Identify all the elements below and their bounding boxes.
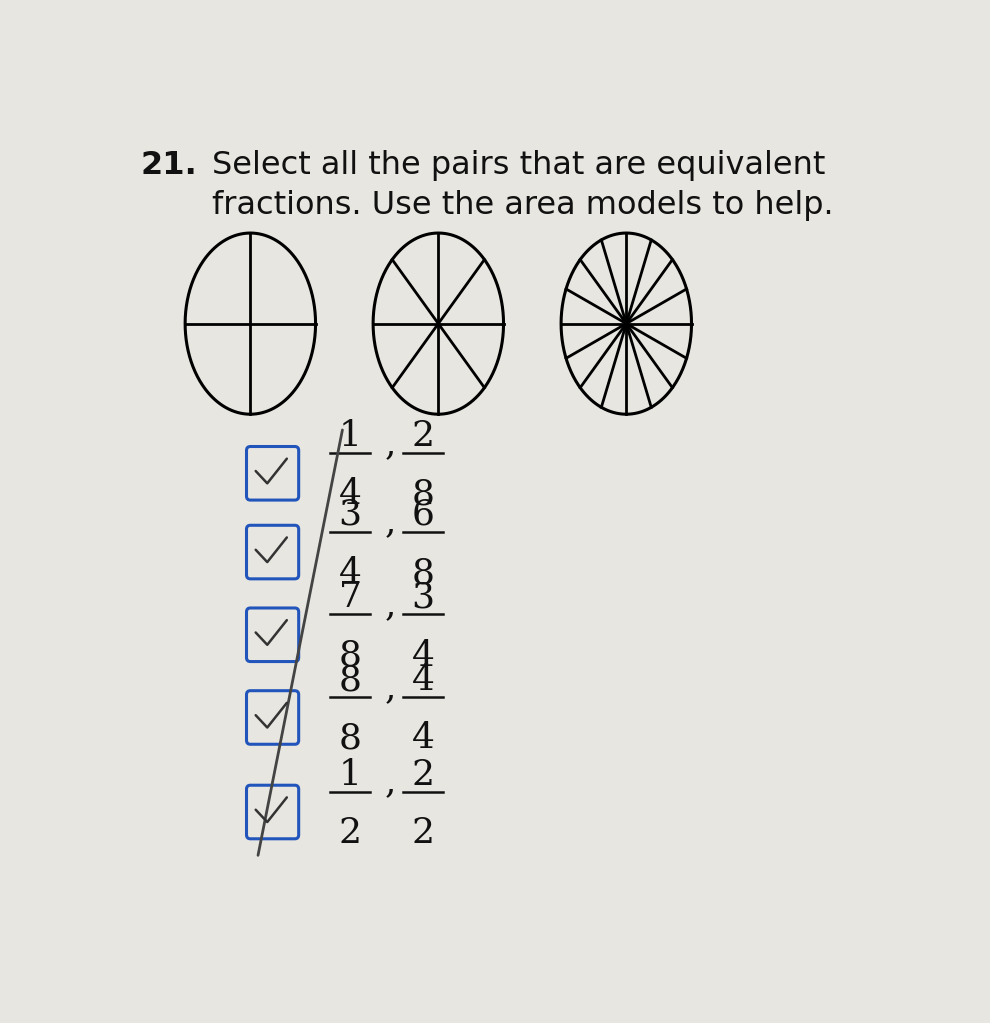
Text: 8: 8 — [339, 663, 361, 697]
Text: 21.: 21. — [141, 150, 197, 181]
Text: 4: 4 — [339, 477, 361, 512]
Text: ,: , — [385, 505, 397, 539]
Text: 4: 4 — [412, 663, 435, 697]
Text: 4: 4 — [412, 721, 435, 755]
Text: 3: 3 — [339, 497, 361, 532]
Text: 3: 3 — [412, 580, 435, 614]
Text: 4: 4 — [412, 638, 435, 673]
Text: 8: 8 — [339, 638, 361, 673]
Text: 2: 2 — [412, 418, 435, 453]
Text: 8: 8 — [339, 721, 361, 755]
Text: 6: 6 — [412, 497, 435, 532]
Text: 2: 2 — [412, 757, 435, 792]
Text: 8: 8 — [412, 477, 435, 512]
Text: 1: 1 — [339, 757, 361, 792]
Text: 2: 2 — [339, 816, 361, 850]
Text: 7: 7 — [339, 580, 361, 614]
Text: ,: , — [385, 588, 397, 622]
Text: 2: 2 — [412, 816, 435, 850]
Text: Select all the pairs that are equivalent
fractions. Use the area models to help.: Select all the pairs that are equivalent… — [212, 150, 834, 221]
Text: ,: , — [385, 427, 397, 460]
Text: 8: 8 — [412, 557, 435, 590]
Text: ,: , — [385, 765, 397, 799]
Text: 4: 4 — [339, 557, 361, 590]
Text: ,: , — [385, 671, 397, 705]
Text: 1: 1 — [339, 418, 361, 453]
